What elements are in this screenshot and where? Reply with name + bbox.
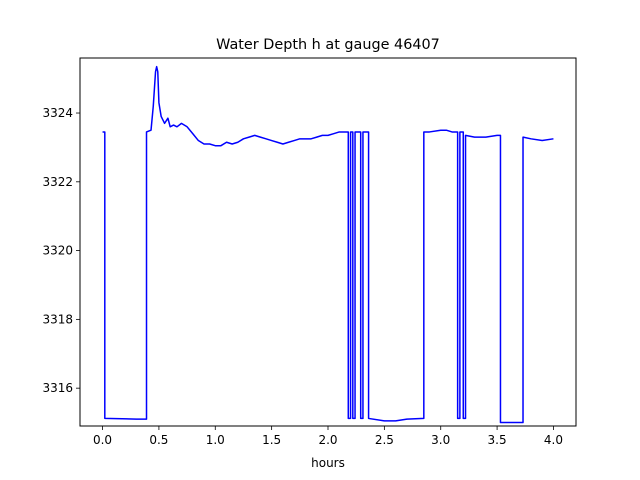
x-tick-label: 2.0 <box>318 433 337 447</box>
x-axis-label: hours <box>311 456 345 470</box>
series-line-0 <box>102 65 554 424</box>
x-tick-label: 1.5 <box>262 433 281 447</box>
x-tick-label: 4.0 <box>544 433 563 447</box>
x-axis-ticks: 0.0 0.5 1.0 1.5 2.0 2.5 3.0 3.5 4.0 <box>93 426 563 447</box>
y-tick-label: 3320 <box>42 244 73 258</box>
axes-frame <box>79 57 577 427</box>
y-axis-ticks: 3316 3318 3320 3322 3324 <box>42 106 80 395</box>
y-tick-label: 3318 <box>42 312 73 326</box>
x-tick-label: 3.5 <box>488 433 507 447</box>
x-tick-label: 1.0 <box>206 433 225 447</box>
x-tick-label: 0.0 <box>93 433 112 447</box>
y-tick-label: 3324 <box>42 106 73 120</box>
x-tick-label: 2.5 <box>375 433 394 447</box>
y-tick-label: 3322 <box>42 175 73 189</box>
y-tick-label: 3316 <box>42 381 73 395</box>
x-tick-label: 3.0 <box>431 433 450 447</box>
plot-area <box>102 65 554 424</box>
chart-title: Water Depth h at gauge 46407 <box>216 37 440 53</box>
x-tick-label: 0.5 <box>149 433 168 447</box>
